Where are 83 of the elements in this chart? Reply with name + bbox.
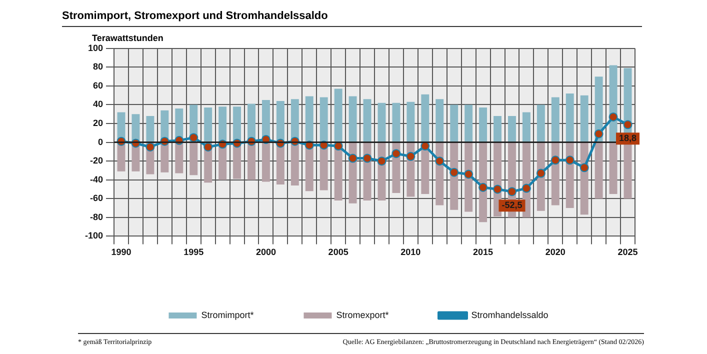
y-tick-label: -60 — [90, 193, 104, 204]
bar — [522, 112, 530, 142]
y-tick-label: 60 — [93, 80, 104, 90]
bar — [276, 100, 284, 142]
x-tick-label: 2010 — [400, 247, 421, 258]
bar — [494, 116, 502, 142]
bar — [320, 97, 328, 142]
point — [204, 142, 213, 152]
bar — [566, 93, 574, 142]
point — [522, 184, 531, 193]
bar — [508, 116, 516, 142]
x-tick-label: 1995 — [184, 247, 204, 258]
bar — [378, 102, 386, 142]
y-tick-label: -80 — [90, 212, 104, 222]
point — [362, 154, 372, 163]
point — [377, 156, 386, 166]
point — [550, 156, 560, 165]
bar — [305, 96, 314, 142]
bar — [160, 142, 169, 172]
bar — [290, 142, 299, 186]
bar — [132, 114, 140, 142]
point — [464, 170, 474, 179]
point — [507, 187, 516, 196]
point — [580, 163, 589, 172]
bar — [175, 142, 184, 174]
point — [406, 152, 416, 161]
bar — [594, 142, 603, 199]
point — [146, 142, 155, 152]
point — [565, 156, 574, 165]
point — [536, 168, 546, 178]
x-tick-label: 2015 — [473, 247, 494, 258]
y-tick-label: 100 — [88, 42, 104, 53]
bar — [334, 88, 342, 142]
bar — [406, 102, 415, 142]
data-label: 18,8 — [619, 133, 637, 144]
bar — [536, 104, 545, 142]
point — [450, 168, 459, 177]
point — [189, 133, 198, 142]
bar — [262, 142, 270, 182]
bar — [204, 108, 212, 142]
point — [623, 120, 632, 130]
point — [478, 182, 488, 192]
y-tick-label: 20 — [93, 118, 104, 128]
bar — [580, 95, 588, 142]
x-tick-label: 1990 — [111, 247, 132, 258]
x-tick-label: 2025 — [618, 247, 638, 258]
point — [594, 129, 604, 138]
y-tick-label: 0 — [98, 136, 104, 147]
bar — [348, 96, 357, 142]
x-tick-label: 2000 — [256, 247, 276, 258]
bar — [450, 104, 458, 142]
point — [435, 156, 444, 166]
bar — [248, 142, 256, 180]
y-tick-label: 40 — [93, 99, 104, 110]
bar — [551, 97, 560, 142]
bar — [392, 102, 400, 142]
y-axis-title: Terawattstunden — [92, 33, 164, 43]
bar — [146, 116, 154, 142]
bar — [190, 142, 198, 176]
x-tick-label: 2020 — [545, 247, 566, 258]
bar — [363, 99, 372, 142]
bar — [421, 94, 430, 142]
x-tick-label: 2005 — [328, 247, 348, 258]
point — [348, 154, 358, 163]
bar — [609, 142, 618, 194]
point — [493, 184, 502, 194]
bar — [479, 108, 488, 142]
y-tick-label: 80 — [93, 62, 104, 72]
legend-label: Stromexport* — [336, 310, 390, 320]
bar — [464, 104, 473, 142]
bar — [218, 106, 227, 142]
y-tick-label: -40 — [90, 174, 104, 184]
bar — [436, 99, 444, 142]
legend-label: Stromimport* — [201, 310, 254, 320]
y-tick-label: -20 — [90, 156, 104, 166]
legend-label: Stromhandelssaldo — [471, 310, 548, 320]
y-tick-label: -100 — [85, 230, 104, 241]
data-label: -52,5 — [502, 200, 522, 210]
bar — [233, 106, 242, 142]
point — [608, 112, 618, 122]
point — [392, 149, 401, 158]
chart-title: Stromimport, Stromexport und Stromhandelssaldo — [62, 10, 642, 27]
bar — [290, 99, 299, 142]
